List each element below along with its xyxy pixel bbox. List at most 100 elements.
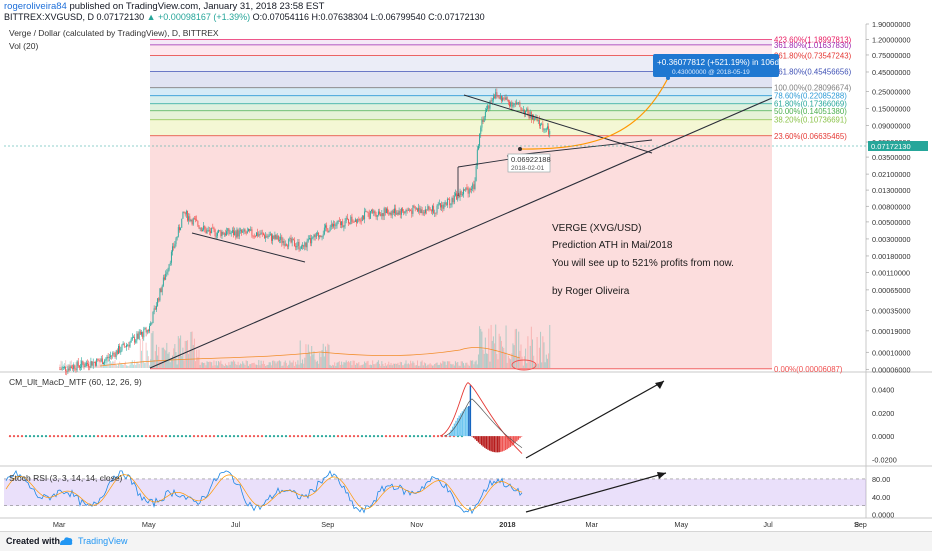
volume-bar [388, 361, 390, 368]
stoch-k-line [5, 469, 523, 515]
candle-body [435, 212, 437, 214]
candle-body [85, 362, 87, 367]
volume-bar [128, 365, 130, 368]
volume-bar [201, 362, 203, 368]
volume-bar [206, 361, 208, 368]
volume-bar [297, 360, 299, 368]
candle-body [517, 102, 519, 104]
candle-body [287, 245, 289, 247]
candle-body [284, 244, 286, 246]
volume-bar [431, 365, 433, 368]
volume-bar [210, 361, 212, 368]
candle-body [336, 222, 338, 226]
volume-bar [216, 365, 218, 368]
candle-body [537, 119, 539, 121]
price-projection-curve [519, 77, 669, 150]
publish-info: published on TradingView.com, January 31… [69, 1, 325, 12]
candle-body [174, 244, 176, 248]
candle-body [169, 262, 171, 265]
volume-bar [342, 364, 344, 368]
volume-bar [365, 363, 367, 368]
volume-bar [349, 362, 351, 368]
candle-body [315, 233, 317, 238]
candle-body [114, 353, 116, 357]
macd-signal-dot [28, 435, 32, 438]
macd-signal-dot [44, 435, 48, 438]
projection-callout[interactable] [653, 54, 779, 77]
volume-bar [177, 336, 179, 368]
candle-body [414, 206, 416, 210]
volume-bar [181, 356, 183, 368]
volume-bar [208, 361, 210, 368]
macd-histogram-bar [448, 432, 451, 437]
macd-signal-dot [164, 435, 168, 438]
macd-signal-dot [176, 435, 180, 438]
volume-bar [154, 351, 156, 368]
candle-body [152, 311, 154, 324]
fib-zone [150, 44, 772, 56]
candle-body [160, 288, 162, 293]
macd-histogram-bar [450, 429, 452, 437]
price-axis-label: 0.09000000 [872, 122, 911, 131]
candle-body [243, 229, 245, 232]
volume-bar [517, 356, 519, 368]
fib-level-label: 61.80%(0.17366069) [774, 100, 847, 109]
candle-body [548, 126, 550, 135]
candle-body [183, 211, 185, 213]
tradingview-brand[interactable]: TradingView [78, 536, 128, 546]
volume-bar [408, 364, 410, 368]
macd-signal-dot [292, 435, 296, 438]
candle-body [538, 119, 540, 126]
price-axis-label: 0.00019000 [872, 327, 911, 336]
volume-bar [318, 363, 320, 368]
candle-body [133, 337, 134, 338]
candle-body [252, 235, 254, 237]
candle-body [312, 236, 314, 238]
macd-signal-dot [312, 435, 316, 438]
candle-body [405, 210, 407, 212]
volume-bar [251, 363, 253, 368]
candle-body [358, 219, 360, 220]
macd-signal-dot [356, 435, 360, 438]
candle-body [165, 273, 167, 280]
volume-bar [537, 363, 539, 368]
candle-body [251, 229, 253, 236]
volume-bar [145, 342, 147, 368]
candle-body [331, 224, 333, 227]
volume-bar [184, 340, 186, 368]
candle-body [352, 221, 354, 223]
macd-signal-dot [148, 435, 152, 438]
volume-bar [159, 361, 161, 368]
macd-signal-dot [192, 435, 196, 438]
volume-bar [289, 360, 291, 368]
price-chart[interactable]: 0.00%(0.00006087) 23.60%(0.06635465) 38.20… [0, 0, 932, 531]
volume-bar [529, 345, 531, 368]
stoch-rsi-axis-label: 40.00 [872, 493, 890, 502]
publish-header: rogeroliveira84 published on TradingView… [4, 1, 324, 12]
volume-bar [426, 365, 428, 368]
candle-body [285, 244, 287, 246]
volume-bar [280, 361, 282, 368]
candle-body [514, 103, 516, 105]
candle-body [511, 102, 513, 107]
volume-bar [304, 357, 306, 368]
macd-signal-dot [32, 435, 36, 438]
candle-body [319, 235, 321, 238]
candle-body [259, 234, 261, 235]
macd-signal-dot [392, 435, 396, 438]
macd-histogram-bar [468, 406, 470, 437]
volume-bar [437, 365, 439, 368]
candle-body [62, 367, 64, 368]
fib-zone [150, 103, 772, 111]
volume-bar [505, 325, 507, 368]
volume-bar [428, 364, 430, 368]
volume-bar [236, 365, 238, 368]
author-link[interactable]: rogeroliveira84 [4, 1, 67, 12]
volume-bar [417, 360, 419, 368]
time-axis-label: Nov [410, 520, 423, 529]
volume-bar [105, 360, 107, 368]
candle-body [506, 97, 508, 101]
candle-body [122, 343, 124, 345]
candle-body [526, 108, 528, 111]
candle-body [218, 230, 220, 233]
